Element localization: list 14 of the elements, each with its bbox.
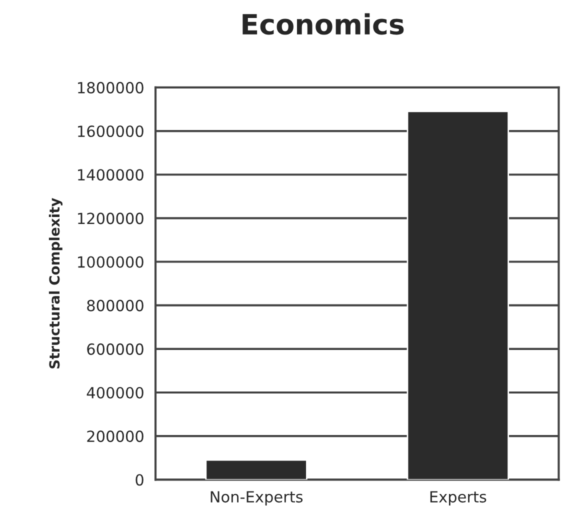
y-tick-label: 1000000: [78, 256, 144, 268]
y-tick-label: 400000: [86, 386, 144, 399]
x-tick-label: Experts: [430, 491, 486, 506]
y-tick-label: 600000: [87, 343, 144, 355]
y-tick-label: 1600000: [78, 125, 144, 138]
y-axis-title: Structural Complexity: [48, 198, 62, 368]
y-tick-label: 0: [136, 474, 144, 486]
y-tick-label: 200000: [87, 430, 144, 442]
y-tick-label: 1400000: [78, 169, 144, 181]
y-tick-label: 1800000: [78, 82, 144, 94]
x-tick-label: Non-Experts: [210, 491, 303, 506]
chart-title: Economics: [242, 13, 404, 35]
y-tick-label: 800000: [87, 300, 144, 312]
y-tick-label: 1200000: [78, 212, 144, 224]
